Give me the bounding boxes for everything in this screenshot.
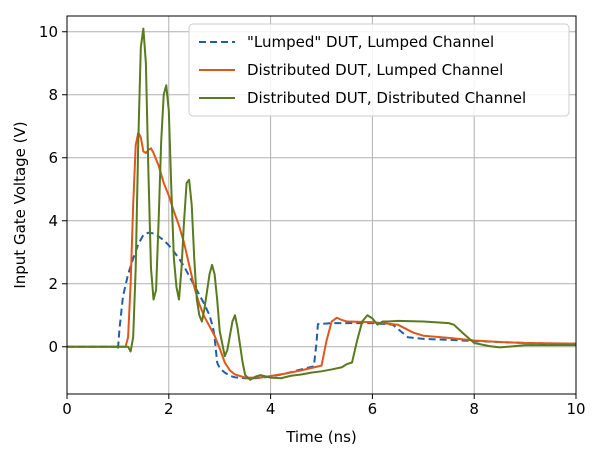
series-line-1 [67, 231, 576, 380]
x-tick-label: 10 [566, 400, 585, 418]
y-tick-label: 8 [48, 86, 58, 104]
plot-frame [66, 15, 577, 395]
x-tick-label: 0 [62, 400, 72, 418]
y-tick-label: 0 [48, 338, 58, 356]
x-tick-label: 4 [266, 400, 276, 418]
y-axis-label: Input Gate Voltage (V) [11, 121, 29, 288]
y-tick-label: 4 [48, 212, 58, 230]
legend-label-2: Distributed DUT, Lumped Channel [247, 61, 503, 79]
y-tick-label: 10 [39, 23, 58, 41]
x-tick-label: 2 [164, 400, 174, 418]
series-line-2 [67, 131, 576, 379]
legend-label-1: "Lumped" DUT, Lumped Channel [247, 33, 494, 51]
plot-lines [67, 27, 576, 381]
axis-ticks: 0 2 4 6 8 10 0 2 4 6 8 10 [39, 23, 586, 418]
legend-label-3: Distributed DUT, Distributed Channel [247, 89, 526, 107]
y-tick-label: 6 [48, 149, 58, 167]
x-tick-label: 8 [469, 400, 479, 418]
legend: "Lumped" DUT, Lumped Channel Distributed … [188, 23, 570, 117]
x-tick-label: 6 [368, 400, 378, 418]
x-axis-label: Time (ns) [285, 428, 357, 446]
y-tick-label: 2 [48, 275, 58, 293]
series-line-3 [67, 27, 576, 381]
legend-box [188, 23, 570, 117]
